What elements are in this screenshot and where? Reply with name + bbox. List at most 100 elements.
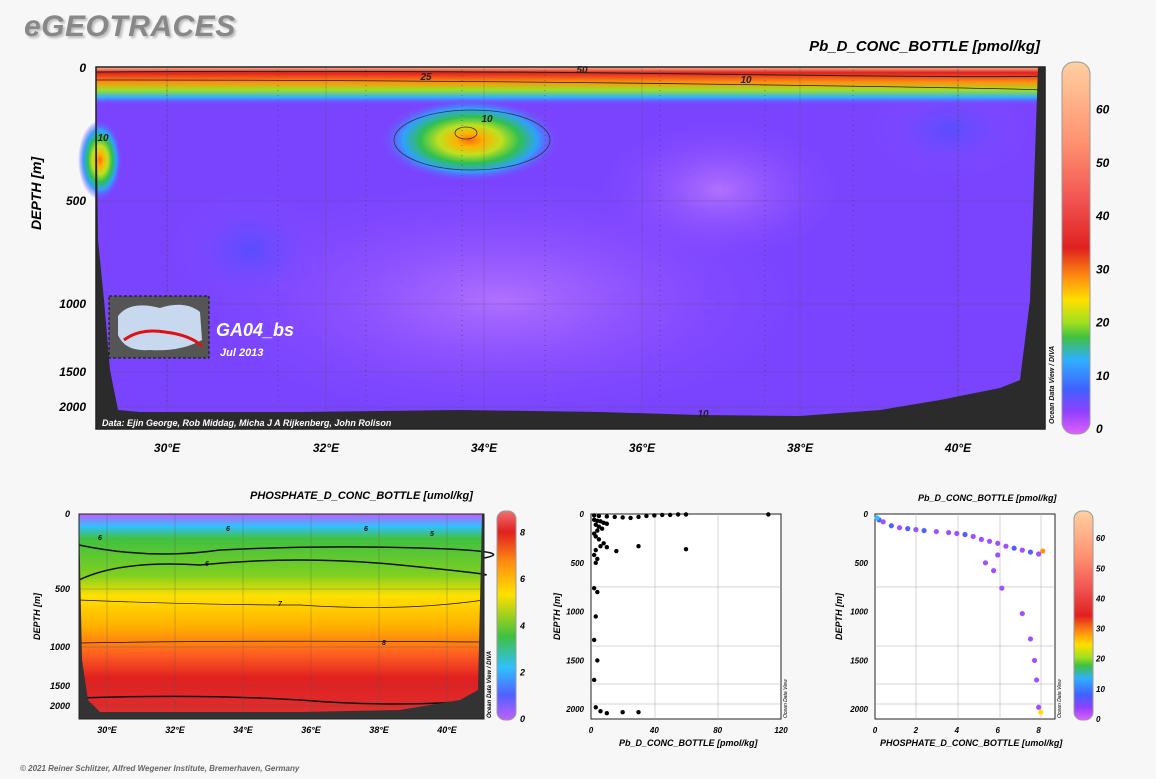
main-colorbar-tick: 10 xyxy=(1096,369,1110,383)
scatter2-colorbar-tick: 60 xyxy=(1096,534,1105,543)
scatter1-point xyxy=(675,512,681,517)
main-colorbar-tick: 40 xyxy=(1095,209,1110,223)
scatter2-colorbar-tick: 0 xyxy=(1096,715,1101,724)
phosphate-y-tick: 0 xyxy=(65,509,70,519)
scatter2-x-tick: 4 xyxy=(954,726,960,735)
main-colorbar-tick: 60 xyxy=(1096,103,1110,117)
scatter1-ylabel: DEPTH [m] xyxy=(552,593,562,640)
scatter2-frame xyxy=(874,513,1056,720)
scatter1-point xyxy=(683,546,689,552)
scatter1-point xyxy=(628,515,633,521)
scatter1-y-tick: 0 xyxy=(580,510,585,519)
main-colorbar-tick: 50 xyxy=(1096,156,1110,170)
scatter2-point xyxy=(999,585,1005,591)
phosphate-x-tick: 34°E xyxy=(233,725,254,735)
copyright: © 2021 Reiner Schlitzer, Alfred Wegener … xyxy=(20,764,300,773)
scatter2-watermark: Ocean Data View xyxy=(1057,679,1063,718)
main-contour-label: 10 xyxy=(740,75,752,86)
main-contour-label: 50 xyxy=(576,65,588,76)
main-colorbar-tick: 20 xyxy=(1095,316,1110,330)
scatter1-y-tick: 1000 xyxy=(566,608,584,617)
main-contour-label: 25 xyxy=(419,72,432,83)
scatter2-colorbar-tick: 20 xyxy=(1095,655,1105,664)
scatter2-point xyxy=(913,527,919,533)
scatter1-point xyxy=(604,521,610,526)
main-contour-label: 10 xyxy=(481,114,493,125)
main-contour-label: 10 xyxy=(697,409,709,420)
scatter2-title: Pb_D_CONC_BOTTLE [pmol/kg] xyxy=(918,493,1057,503)
phosphate-colorbar-tick: 2 xyxy=(519,667,525,677)
scatter1-point xyxy=(620,515,625,520)
scatter1-point xyxy=(636,514,641,520)
phosphate-x-tick: 36°E xyxy=(301,725,322,735)
scatter1-x-tick: 80 xyxy=(713,726,722,735)
scatter1-point xyxy=(683,512,689,517)
scatter2-point xyxy=(1019,610,1025,617)
scatter2-point xyxy=(921,527,927,534)
data-credit: Data: Ejin George, Rob Middag, Micha J A… xyxy=(102,418,392,428)
scatter1-point xyxy=(593,560,598,566)
phosphate-colorbar xyxy=(496,510,517,721)
scatter2-point xyxy=(982,560,989,566)
scatter2-colorbar-tick: 40 xyxy=(1095,594,1105,603)
scatter1-point xyxy=(612,514,617,520)
scatter2-point xyxy=(888,523,894,529)
phosphate-colorbar-tick: 0 xyxy=(520,714,525,724)
scatter2-point xyxy=(1033,677,1040,683)
scatter2-y-tick: 2000 xyxy=(849,705,868,714)
main-y-tick: 1500 xyxy=(59,365,86,379)
phosphate-ylabel: DEPTH [m] xyxy=(32,593,42,640)
scatter1-x-tick: 120 xyxy=(774,726,788,735)
scatter1-point xyxy=(593,547,598,553)
scatter1-point xyxy=(614,548,619,554)
scatter1-point xyxy=(598,708,603,714)
scatter2-x-tick: 8 xyxy=(1036,726,1041,735)
phosphate-colorbar-tick: 8 xyxy=(520,528,525,538)
scatter1-y-tick: 1500 xyxy=(566,656,584,665)
scatter2-y-tick: 1500 xyxy=(850,656,868,665)
scatter1-point xyxy=(591,677,597,683)
scatter2-point xyxy=(905,526,911,532)
scatter1-point xyxy=(593,614,598,619)
scatter2-xlabel: PHOSPHATE_D_CONC_BOTTLE [umol/kg] xyxy=(880,738,1063,748)
main-y-tick: 0 xyxy=(79,61,86,75)
phosphate-contour-label: 8 xyxy=(382,640,386,647)
scatter1-point xyxy=(604,514,610,519)
scatter1-point xyxy=(596,513,602,519)
main-contour-label: 10 xyxy=(97,133,109,144)
inset-map xyxy=(108,295,210,359)
scatter2-point xyxy=(874,515,880,521)
scatter2-point xyxy=(1027,636,1034,642)
main-x-tick: 40°E xyxy=(944,441,972,455)
main-chart-title: Pb_D_CONC_BOTTLE [pmol/kg] xyxy=(809,38,1040,55)
scatter1-point xyxy=(604,710,610,716)
main-x-tick: 36°E xyxy=(629,441,656,455)
scatter2-ylabel: DEPTH [m] xyxy=(834,593,844,640)
scatter1-point xyxy=(604,544,610,550)
main-x-tick: 38°E xyxy=(787,441,814,455)
egeotraces-logo: eGEOTRACES xyxy=(24,10,236,43)
main-x-tick: 30°E xyxy=(154,441,181,455)
scatter2-x-tick: 6 xyxy=(996,726,1001,735)
scatter1-point xyxy=(598,544,603,549)
scatter2-point xyxy=(995,552,1001,558)
phosphate-title: PHOSPHATE_D_CONC_BOTTLE [umol/kg] xyxy=(250,490,473,502)
scatter1-y-tick: 500 xyxy=(571,559,585,568)
scatter1-y-tick: 2000 xyxy=(565,705,584,714)
main-y-tick: 2000 xyxy=(58,400,86,414)
scatter2-colorbar xyxy=(1073,510,1094,721)
scatter1-point xyxy=(636,544,641,549)
phosphate-y-tick: 1000 xyxy=(50,642,70,652)
scatter1-point xyxy=(591,585,597,591)
phosphate-contour-label: 6 xyxy=(205,561,209,568)
main-watermark: Ocean Data View / DIVA xyxy=(1049,345,1056,424)
scatter2-point xyxy=(946,529,952,536)
phosphate-watermark: Ocean Data View / DIVA xyxy=(487,650,493,718)
scatter2-colorbar-tick: 10 xyxy=(1096,685,1105,694)
main-colorbar xyxy=(1061,61,1091,435)
scatter1-xlabel: Pb_D_CONC_BOTTLE [pmol/kg] xyxy=(619,738,758,748)
scatter1-point xyxy=(620,709,625,715)
scatter1-point xyxy=(596,537,602,542)
section-name: GA04_bs xyxy=(216,320,295,340)
